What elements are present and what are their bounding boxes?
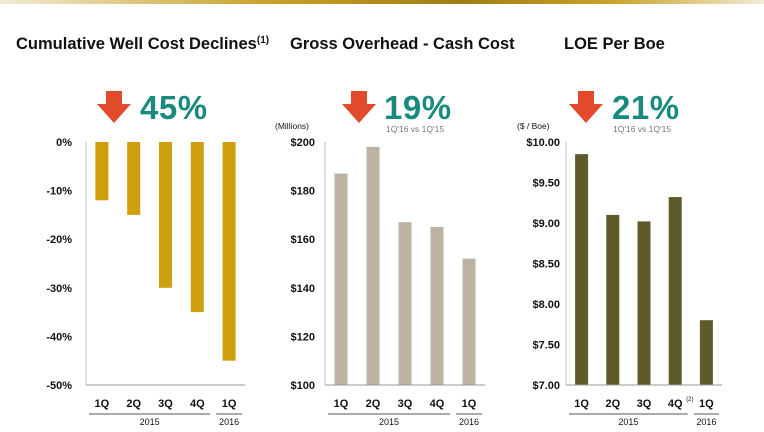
x-category-label: 3Q <box>158 398 173 410</box>
bar <box>606 214 620 385</box>
bar <box>575 154 589 385</box>
x-category-label: 4Q <box>430 398 445 410</box>
x-category-label: 1Q <box>95 398 110 410</box>
y-tick-label: -50% <box>46 380 72 392</box>
x-category-label: 4Q <box>668 398 683 410</box>
comparison-label-loe: 1Q'16 vs 1Q'15 <box>613 124 672 134</box>
y-tick-label: $180 <box>291 186 315 198</box>
x-category-label: 3Q <box>637 398 652 410</box>
y-tick-label: $9.50 <box>532 178 560 190</box>
panel-title-well-cost: Cumulative Well Cost Declines(1) <box>16 35 270 53</box>
bar <box>462 258 476 385</box>
y-tick-label: $8.50 <box>532 259 560 271</box>
bar <box>95 142 109 201</box>
bar <box>366 146 380 385</box>
y-tick-label: -30% <box>46 283 72 295</box>
down-arrow-icon <box>342 91 376 123</box>
bar <box>699 320 713 385</box>
y-tick-label: $10.00 <box>526 137 560 149</box>
y-tick-label: $8.00 <box>532 299 560 311</box>
x-category-label: 2Q <box>126 398 141 410</box>
bar <box>430 227 444 385</box>
y-tick-label: $120 <box>291 331 315 343</box>
y-tick-label: 0% <box>56 137 72 149</box>
headline-pct-loe: 21% <box>612 89 680 126</box>
headline-pct-well-cost: 45% <box>140 89 208 126</box>
y-tick-label: -40% <box>46 331 72 343</box>
year-group-label: 2015 <box>140 417 160 427</box>
x-category-label: 1Q <box>699 398 714 410</box>
comparison-label-overhead: 1Q'16 vs 1Q'15 <box>386 124 445 134</box>
down-arrow-icon <box>569 91 603 123</box>
y-tick-label: $200 <box>291 137 315 149</box>
bar <box>637 221 651 385</box>
x-category-label: 1Q <box>462 398 477 410</box>
y-tick-label: -10% <box>46 186 72 198</box>
year-group-label: 2016 <box>459 417 479 427</box>
x-category-label: 2Q <box>605 398 620 410</box>
x-category-label: 1Q <box>334 398 349 410</box>
bar <box>127 142 141 215</box>
bar <box>190 142 204 313</box>
x-category-label: 1Q <box>222 398 237 410</box>
bar <box>159 142 172 288</box>
panel-title-loe: LOE Per Boe <box>564 35 665 53</box>
top-accent-bar <box>0 0 764 4</box>
y-tick-label: -20% <box>46 234 72 246</box>
bar <box>222 142 236 361</box>
headline-pct-overhead: 19% <box>384 89 452 126</box>
x-category-label: 3Q <box>398 398 413 410</box>
y-tick-label: $7.50 <box>532 340 560 352</box>
year-group-label: 2016 <box>219 417 239 427</box>
y-tick-label: $100 <box>291 380 315 392</box>
panel-title-overhead: Gross Overhead - Cash Cost <box>290 35 515 53</box>
y-tick-label: $9.00 <box>532 218 560 230</box>
year-group-label: 2015 <box>618 417 638 427</box>
bar <box>398 222 412 385</box>
bar <box>668 197 682 385</box>
y-tick-label: $160 <box>291 234 315 246</box>
category-footnote-mark: (2) <box>686 397 693 403</box>
year-group-label: 2015 <box>379 417 399 427</box>
y-tick-label: $7.00 <box>532 380 560 392</box>
bar <box>334 173 348 385</box>
down-arrow-icon <box>97 91 131 123</box>
x-category-label: 2Q <box>366 398 381 410</box>
x-category-label: 1Q <box>574 398 589 410</box>
y-axis-unit-label: ($ / Boe) <box>517 121 550 131</box>
year-group-label: 2016 <box>696 417 716 427</box>
y-tick-label: $140 <box>291 283 315 295</box>
x-category-label: 4Q <box>190 398 205 410</box>
y-axis-unit-label: (Millions) <box>275 121 309 131</box>
